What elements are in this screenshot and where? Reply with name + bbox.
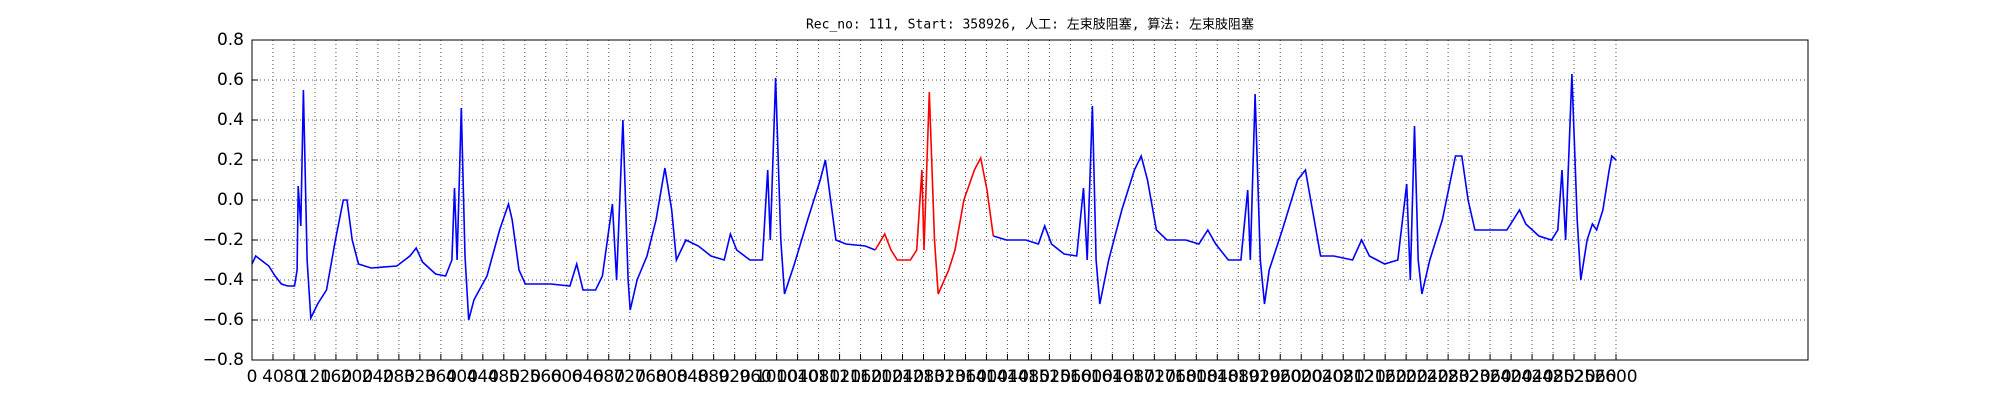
x-tick-label: 2440 <box>1510 367 1553 387</box>
x-tick-label: 2000 <box>1280 367 1323 387</box>
y-tick-label: −0.2 <box>203 230 244 250</box>
x-tick-label: 1920 <box>1238 367 1281 387</box>
x-tick-label: 2280 <box>1426 367 1469 387</box>
x-tick-label: 1960 <box>1259 367 1302 387</box>
x-tick-label: 1000 <box>755 367 798 387</box>
x-tick-label: 200 <box>341 367 373 387</box>
x-tick-label: 1880 <box>1217 367 1260 387</box>
x-tick-label: 1680 <box>1112 367 1155 387</box>
x-tick-label: 640 <box>572 367 604 387</box>
y-tick-label: −0.4 <box>203 270 244 290</box>
x-tick-label: 2520 <box>1552 367 1595 387</box>
x-tick-label: 1400 <box>965 367 1008 387</box>
x-tick-label: 2320 <box>1447 367 1490 387</box>
x-tick-label: 600 <box>551 367 583 387</box>
x-tick-label: 1440 <box>986 367 1029 387</box>
x-tick-label: 1600 <box>1070 367 1113 387</box>
x-tick-label: 2600 <box>1594 367 1637 387</box>
y-tick-label: 0.0 <box>217 190 244 210</box>
y-tick-label: −0.8 <box>203 350 244 370</box>
y-tick-label: 0.6 <box>217 70 244 90</box>
x-tick-label: 560 <box>530 367 562 387</box>
x-tick-label: 880 <box>697 367 729 387</box>
x-tick-label: 2040 <box>1301 367 1344 387</box>
x-tick-label: 1320 <box>923 367 966 387</box>
x-tick-label: 1200 <box>860 367 903 387</box>
x-tick-label: 120 <box>299 367 331 387</box>
x-tick-label: 2560 <box>1573 367 1616 387</box>
x-tick-label: 1040 <box>776 367 819 387</box>
x-tick-label: 400 <box>446 367 478 387</box>
x-tick-label: 1240 <box>881 367 924 387</box>
x-tick-label: 1520 <box>1028 367 1071 387</box>
x-tick-label: 520 <box>509 367 541 387</box>
y-tick-label: 0.2 <box>217 150 244 170</box>
x-tick-label: 1160 <box>839 367 882 387</box>
x-tick-label: 2160 <box>1364 367 1407 387</box>
x-tick-label: 2400 <box>1489 367 1532 387</box>
x-tick-label: 760 <box>634 367 666 387</box>
y-tick-label: 0.4 <box>217 110 244 130</box>
x-tick-label: 680 <box>593 367 625 387</box>
y-tick-label: 0.8 <box>217 30 244 50</box>
x-tick-label: 0 <box>247 367 258 387</box>
x-tick-label: 440 <box>467 367 499 387</box>
x-tick-label: 1640 <box>1091 367 1134 387</box>
x-tick-label: 1120 <box>818 367 861 387</box>
x-tick-label: 1800 <box>1175 367 1218 387</box>
chart-title: Rec_no: 111, Start: 358926, 人工: 左束肢阻塞, 算… <box>806 17 1254 33</box>
x-tick-label: 800 <box>655 367 687 387</box>
x-tick-label: 1840 <box>1196 367 1239 387</box>
x-tick-label: 720 <box>613 367 645 387</box>
x-tick-label: 1760 <box>1154 367 1197 387</box>
x-tick-label: 2080 <box>1322 367 1365 387</box>
y-tick-label: −0.6 <box>203 310 244 330</box>
plot-frame <box>251 39 1809 361</box>
signal-line <box>874 91 995 295</box>
x-tick-label: 240 <box>362 367 394 387</box>
x-tick-label: 920 <box>718 367 750 387</box>
x-tick-label: 2120 <box>1343 367 1386 387</box>
x-tick-label: 1360 <box>944 367 987 387</box>
x-tick-label: 40 <box>262 367 284 387</box>
x-tick-label: 1280 <box>902 367 945 387</box>
x-tick-label: 840 <box>676 367 708 387</box>
x-tick-label: 2480 <box>1531 367 1574 387</box>
x-tick-label: 280 <box>383 367 415 387</box>
x-tick-label: 360 <box>425 367 457 387</box>
x-tick-label: 2200 <box>1385 367 1428 387</box>
x-tick-label: 1560 <box>1049 367 1092 387</box>
x-tick-label: 1480 <box>1007 367 1050 387</box>
x-tick-label: 1720 <box>1133 367 1176 387</box>
x-tick-label: 1080 <box>797 367 840 387</box>
x-tick-label: 160 <box>320 367 352 387</box>
x-tick-label: 480 <box>488 367 520 387</box>
x-tick-label: 80 <box>283 367 305 387</box>
signal-line <box>251 73 1617 322</box>
x-tick-label: 320 <box>404 367 436 387</box>
x-tick-label: 2360 <box>1468 367 1511 387</box>
x-tick-label: 2240 <box>1405 367 1448 387</box>
x-tick-label: 960 <box>739 367 771 387</box>
